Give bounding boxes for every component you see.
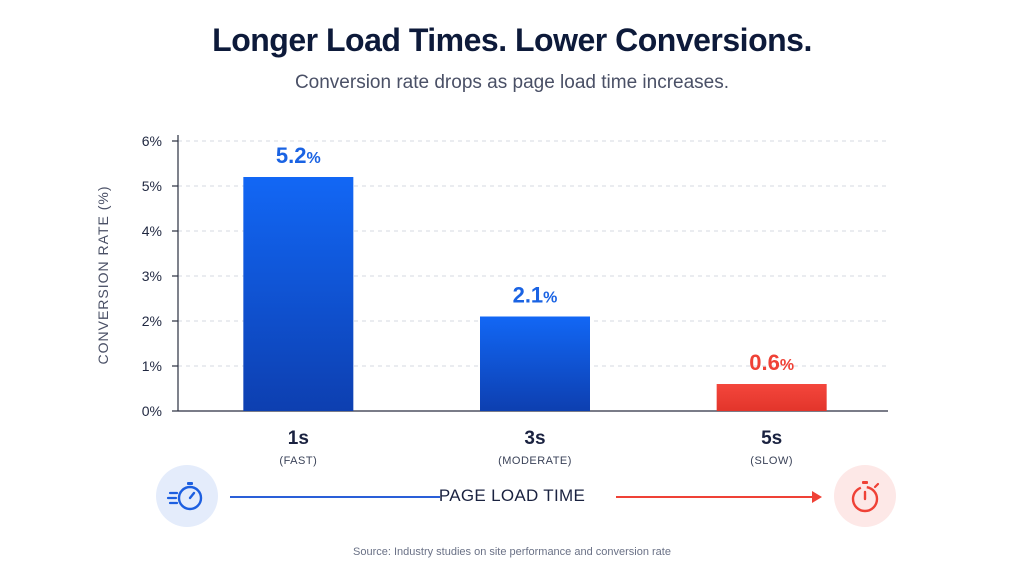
data-label: 0.6%	[749, 350, 794, 375]
x-category-note: (SLOW)	[750, 455, 793, 467]
data-label: 2.1%	[513, 283, 558, 308]
y-tick-label: 2%	[142, 313, 162, 329]
arrow-head-icon	[812, 491, 822, 503]
y-tick-label: 3%	[142, 268, 162, 284]
y-axis-label: CONVERSION RATE (%)	[95, 186, 111, 365]
y-axis-ticks: 0% 1% 2% 3% 4% 5% 6%	[142, 133, 178, 419]
y-tick-label: 4%	[142, 223, 162, 239]
data-label: 5.2%	[276, 143, 321, 168]
x-category-label: 3s	[524, 428, 545, 449]
chart-subtitle: Conversion rate drops as page load time …	[294, 72, 730, 93]
y-tick-label: 1%	[142, 358, 162, 374]
y-tick-label: 5%	[142, 178, 162, 194]
x-axis-label: PAGE LOAD TIME	[438, 486, 586, 505]
stopwatch-slow-icon	[834, 465, 896, 527]
y-tick-label: 0%	[142, 403, 162, 419]
chart-title: Longer Load Times. Lower Conversions.	[212, 22, 812, 58]
x-category-note: (MODERATE)	[498, 455, 572, 467]
y-tick-label: 6%	[142, 133, 162, 149]
bar-5s	[716, 384, 827, 411]
source-note: Source: Industry studies on site perform…	[353, 546, 671, 558]
stopwatch-fast-icon	[156, 465, 218, 527]
bar-3s	[480, 316, 590, 411]
bars: 5.2% 2.1% 0.6%	[243, 143, 827, 411]
x-axis-categories: 1s (FAST) 3s (MODERATE) 5s (SLOW)	[279, 428, 793, 467]
x-category-note: (FAST)	[279, 455, 317, 467]
x-category-label: 1s	[288, 428, 309, 449]
x-category-label: 5s	[761, 428, 782, 449]
bar-1s	[243, 177, 354, 411]
